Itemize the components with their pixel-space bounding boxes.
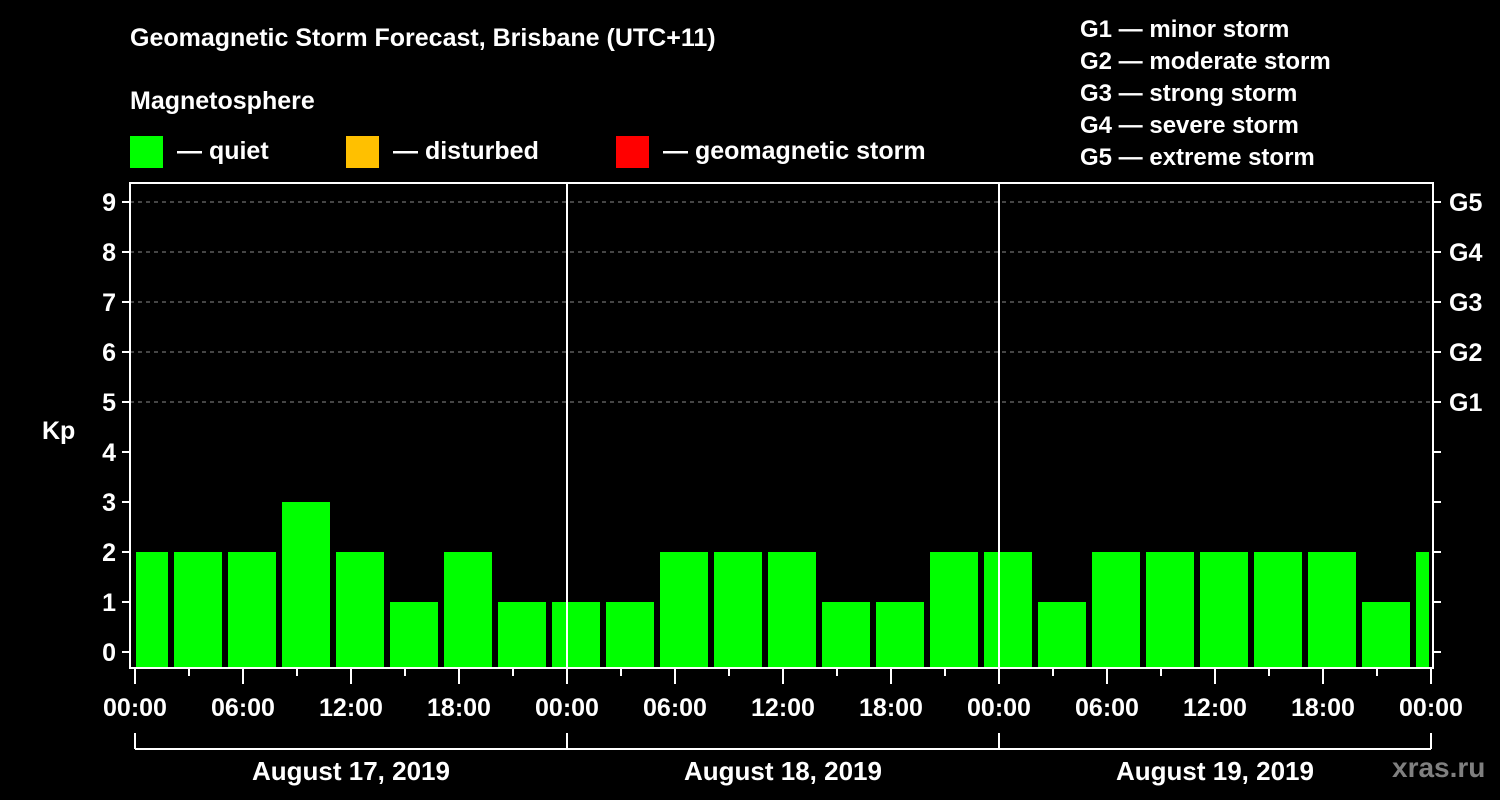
bars <box>136 502 1429 668</box>
legend-item-storm: — geomagnetic storm <box>616 135 926 168</box>
quiet-swatch <box>130 135 163 168</box>
kp-bar <box>714 552 762 668</box>
kp-bar <box>1038 602 1086 668</box>
x-tick-label: 00:00 <box>535 694 599 722</box>
y-axis-label: Kp <box>42 417 75 445</box>
x-tick-label: 00:00 <box>103 694 167 722</box>
legend-item-disturbed: — disturbed <box>346 135 539 168</box>
legend-label-quiet: — quiet <box>177 137 269 165</box>
kp-bar <box>444 552 492 668</box>
y-tick-label: 7 <box>102 289 116 317</box>
kp-bar <box>390 602 438 668</box>
date-label: August 17, 2019 <box>252 756 450 786</box>
g-level-label: G1 <box>1449 389 1482 417</box>
g-scale-item-g2: G2 — moderate storm <box>1080 48 1331 75</box>
legend-heading: Magnetosphere <box>130 87 315 115</box>
g-level-label: G4 <box>1449 239 1482 267</box>
x-tick-label: 06:00 <box>643 694 707 722</box>
g-level-label: G5 <box>1449 189 1482 217</box>
storm-swatch <box>616 135 649 168</box>
legend-label-storm: — geomagnetic storm <box>663 137 926 165</box>
legend-label-disturbed: — disturbed <box>393 137 539 165</box>
kp-bar <box>1362 602 1410 668</box>
y-tick-label: 1 <box>102 589 116 617</box>
kp-bar <box>1416 552 1429 668</box>
y-tick-label: 8 <box>102 239 116 267</box>
date-label: August 19, 2019 <box>1116 756 1314 786</box>
legend-item-quiet: — quiet <box>130 135 269 168</box>
kp-bar <box>660 552 708 668</box>
g-scale-item-g5: G5 — extreme storm <box>1080 144 1315 171</box>
kp-bar <box>1146 552 1194 668</box>
kp-bar <box>1308 552 1356 668</box>
kp-bar <box>1254 552 1302 668</box>
watermark: xras.ru <box>1392 752 1486 783</box>
x-tick-label: 18:00 <box>1291 694 1355 722</box>
plot-frame <box>129 182 1434 669</box>
x-tick-label: 18:00 <box>859 694 923 722</box>
kp-bar <box>136 552 168 668</box>
date-label: August 18, 2019 <box>684 756 882 786</box>
kp-bar <box>876 602 924 668</box>
x-tick-label: 12:00 <box>751 694 815 722</box>
y-tick-label: 2 <box>102 539 116 567</box>
kp-bar <box>228 552 276 668</box>
kp-bar <box>822 602 870 668</box>
g-scale-item-g4: G4 — severe storm <box>1080 112 1299 139</box>
kp-bar <box>930 552 978 668</box>
kp-bar <box>282 502 330 668</box>
y-tick-label: 5 <box>102 389 116 417</box>
x-tick-label: 12:00 <box>319 694 383 722</box>
x-tick-label: 06:00 <box>1075 694 1139 722</box>
y-tick-label: 6 <box>102 339 116 367</box>
g-scale-item-g1: G1 — minor storm <box>1080 16 1290 43</box>
y-tick-label: 9 <box>102 189 116 217</box>
kp-bar <box>984 552 1032 668</box>
kp-bar <box>606 602 654 668</box>
kp-bar <box>552 602 600 668</box>
kp-bar <box>1092 552 1140 668</box>
x-tick-label: 06:00 <box>211 694 275 722</box>
x-tick-label: 12:00 <box>1183 694 1247 722</box>
g-level-label: G3 <box>1449 289 1482 317</box>
kp-bar <box>336 552 384 668</box>
y-tick-label: 0 <box>102 639 116 667</box>
kp-bar <box>174 552 222 668</box>
x-tick-label: 00:00 <box>967 694 1031 722</box>
x-tick-label: 00:00 <box>1399 694 1463 722</box>
g-level-label: G2 <box>1449 339 1482 367</box>
g-scale-item-g3: G3 — strong storm <box>1080 80 1298 107</box>
g-scale-legend: G1 — minor storm G2 — moderate storm G3 … <box>1080 14 1331 174</box>
y-tick-label: 3 <box>102 489 116 517</box>
chart-title: Geomagnetic Storm Forecast, Brisbane (UT… <box>130 24 716 52</box>
disturbed-swatch <box>346 135 379 168</box>
y-tick-label: 4 <box>102 439 116 467</box>
kp-bar <box>498 602 546 668</box>
kp-bar <box>1200 552 1248 668</box>
x-tick-label: 18:00 <box>427 694 491 722</box>
kp-bar <box>768 552 816 668</box>
